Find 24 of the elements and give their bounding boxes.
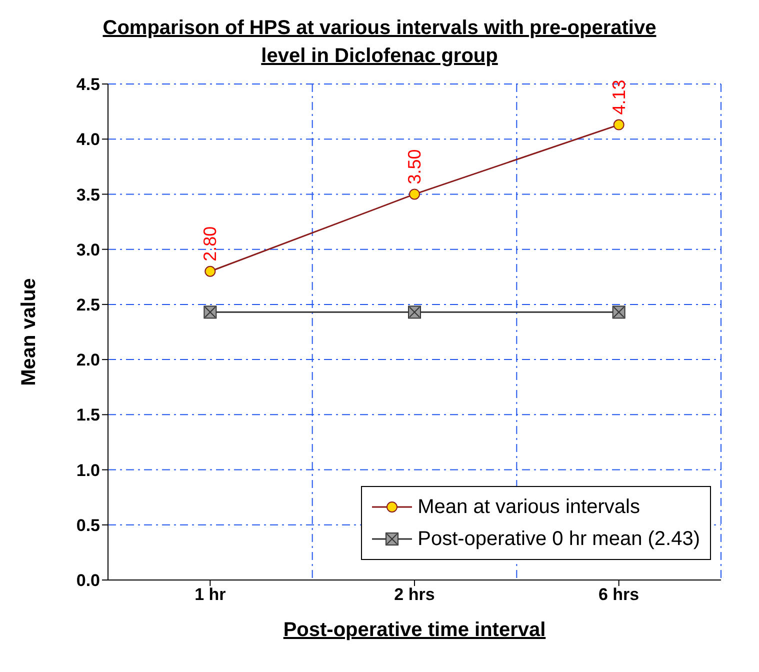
x-tick-label: 1 hr bbox=[194, 585, 226, 604]
y-tick-label: 3.5 bbox=[76, 185, 100, 204]
y-tick-label: 2.0 bbox=[76, 350, 100, 370]
y-tick-label: 1.0 bbox=[76, 460, 100, 480]
y-tick-label: 0.5 bbox=[76, 516, 100, 535]
y-tick-label: 3.0 bbox=[76, 240, 100, 260]
y-tick-label: 2.5 bbox=[76, 295, 100, 314]
y-tick-label: 4.5 bbox=[76, 75, 100, 94]
data-label: 2.80 bbox=[200, 226, 220, 262]
data-label: 4.13 bbox=[608, 80, 629, 115]
y-tick-label: 1.5 bbox=[76, 406, 100, 425]
point bbox=[613, 119, 624, 130]
x-tick-label: 6 hrs bbox=[598, 585, 640, 604]
y-tick-label: 0.0 bbox=[76, 571, 100, 590]
point bbox=[409, 188, 420, 200]
legend-label: Mean at various intervals bbox=[418, 496, 640, 518]
y-axis-title: Mean value bbox=[18, 278, 40, 386]
data-label: 3.50 bbox=[404, 149, 424, 184]
chart-title: Comparison of HPS at various intervals with pre-operative level in Diclofenac group bbox=[102, 16, 658, 69]
point bbox=[204, 266, 216, 277]
x-axis-title: Post-operative time interval bbox=[283, 619, 546, 641]
legend-label: Post-operative 0 hr mean (2.43) bbox=[418, 528, 700, 550]
y-tick-label: 4.0 bbox=[76, 130, 100, 150]
x-tick-label: 2 hrs bbox=[394, 585, 435, 604]
